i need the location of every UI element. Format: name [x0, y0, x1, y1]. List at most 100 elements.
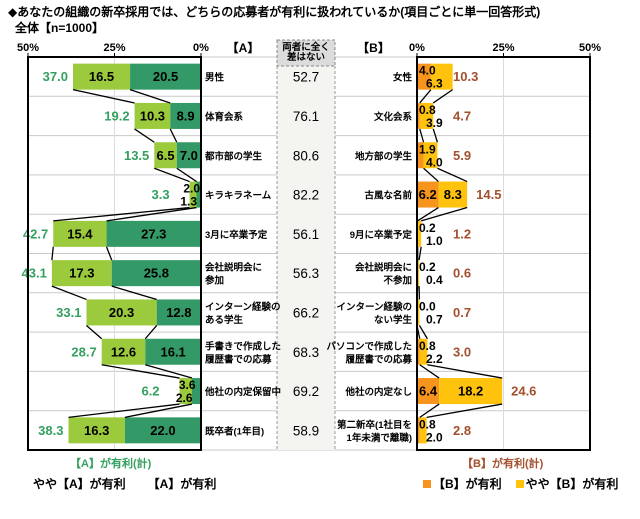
bar-b-strong: [417, 181, 439, 208]
connector-b-outer: [432, 128, 439, 143]
label-a-category: 手書きで作成した: [205, 340, 281, 352]
connector-a-boundary: [176, 167, 197, 183]
legend-b-strong-swatch-icon: [423, 480, 431, 488]
bar-b-strong: [417, 142, 424, 169]
value-b-total: 2.8: [453, 423, 471, 438]
connector-b-boundary: [419, 364, 440, 379]
value-b-total: 1.2: [453, 226, 471, 241]
chart-title: ◆あなたの組織の新卒採用では、どちらの応募者が有利に扱われているか(項目ごとに単…: [8, 5, 541, 19]
label-b-category: 他社の内定なし: [344, 386, 412, 398]
connector-a-boundary: [105, 246, 113, 261]
legend-a-strong-label: 【A】が有利: [147, 477, 217, 491]
label-a-category: 参加: [204, 275, 224, 287]
connector-a-boundary: [129, 89, 171, 104]
connector-a-outer: [51, 285, 87, 301]
middle-header-text: 差はない: [287, 51, 325, 63]
value-a-somewhat: 20.3: [109, 305, 134, 320]
bar-b-strong: [417, 63, 431, 90]
bar-b-somewhat: [438, 181, 468, 208]
label-b-category: 不参加: [383, 275, 412, 287]
value-b-strong: 0.8: [419, 417, 436, 431]
value-b-somewhat: 0.4: [426, 273, 443, 287]
legend-b-strong-label: 【B】が有利: [433, 477, 502, 491]
value-neither: 66.2: [293, 305, 319, 320]
value-a-strong: 27.3: [141, 226, 166, 241]
legend-b-somewhat-label: やや【B】が有利: [525, 477, 619, 491]
label-b-category: パソコンで作成した: [326, 340, 412, 352]
value-a-strong: 20.5: [153, 69, 178, 84]
value-b-total: 0.7: [453, 305, 471, 320]
value-a-total: 42.7: [23, 226, 48, 241]
value-b-total: 10.3: [453, 69, 478, 84]
value-a-somewhat: 16.5: [89, 69, 114, 84]
axis-label-right: 50%: [579, 42, 601, 54]
connector-b-boundary: [417, 207, 439, 222]
value-b-somewhat: 1.0: [426, 234, 443, 248]
bar-b-somewhat: [439, 378, 503, 405]
connector-b-boundary: [423, 167, 439, 183]
legend-b-items: 【B】が有利 やや【B】が有利: [423, 475, 618, 492]
value-a-strong: 25.8: [144, 266, 169, 281]
connector-a-outer: [101, 364, 180, 379]
connector-a-boundary: [169, 128, 178, 143]
value-b-somewhat: 3.9: [426, 116, 443, 130]
label-b-category: 地方部の学生: [355, 150, 413, 162]
label-a-category: 3月に卒業予定: [205, 229, 268, 241]
value-b-somewhat: 2.2: [426, 352, 443, 366]
bar-b-somewhat: [430, 63, 453, 90]
value-a-somewhat: 15.4: [67, 226, 93, 241]
connector-a-boundary: [111, 285, 157, 301]
value-neither: 82.2: [293, 188, 319, 203]
value-a-strong: 22.0: [150, 423, 175, 438]
connector-a-outer: [68, 403, 180, 418]
connector-a-outer: [72, 89, 135, 104]
value-neither: 80.6: [293, 148, 319, 163]
connector-a-outer: [86, 324, 103, 340]
bar-b-strong: [417, 102, 420, 129]
connector-a-boundary: [144, 325, 158, 340]
label-b-category: ない学生: [374, 314, 413, 326]
label-b-category: 会社説明会に: [355, 262, 412, 274]
value-neither: 76.1: [293, 109, 319, 124]
connector-b-outer: [418, 246, 422, 261]
value-a-total: 33.1: [56, 305, 81, 320]
column-header-b: 【B】: [357, 40, 390, 55]
value-a-somewhat: 6.5: [156, 148, 174, 163]
value-a-somewhat: 2.0: [183, 182, 200, 196]
label-b-category: 古風な名前: [364, 190, 412, 202]
label-a-category: ある学生: [205, 314, 244, 326]
bar-b-strong: [417, 417, 420, 444]
value-b-strong: 0.2: [419, 221, 436, 235]
label-a-category: 男性: [205, 72, 225, 84]
connector-b-outer: [427, 364, 503, 379]
bar-b-somewhat: [419, 338, 428, 365]
bar-a-somewhat: [68, 417, 125, 444]
bar-b-somewhat: [417, 260, 420, 287]
column-header-a: 【A】: [227, 40, 260, 55]
connector-b-outer: [437, 167, 468, 183]
value-a-somewhat: 16.3: [84, 423, 109, 438]
connector-b-boundary: [419, 403, 440, 418]
label-a-category: 都市部の学生: [204, 150, 263, 162]
value-a-total: 19.2: [104, 108, 129, 123]
value-b-total: 0.6: [453, 266, 471, 281]
value-b-strong: 6.4: [419, 384, 438, 399]
connector-a-outer: [154, 167, 190, 183]
bar-b-somewhat: [417, 220, 422, 247]
bar-a-strong: [170, 102, 201, 129]
connector-a-outer: [134, 128, 155, 143]
connector-b-outer: [432, 89, 454, 104]
bar-a-strong: [196, 181, 201, 208]
value-neither: 58.9: [293, 423, 319, 438]
connector-a-outer: [51, 246, 54, 261]
chart-subtitle: 全体【n=1000】: [15, 20, 105, 35]
label-a-category: 会社説明会に: [205, 262, 262, 274]
bar-a-somewhat: [134, 102, 171, 129]
bar-a-strong: [145, 338, 201, 365]
axis-label-right: 25%: [492, 42, 514, 54]
label-a-category: キラキラネーム: [205, 191, 272, 202]
value-neither: 56.3: [293, 266, 319, 281]
middle-column-bg: [277, 66, 335, 450]
connector-b-outer: [420, 206, 468, 222]
